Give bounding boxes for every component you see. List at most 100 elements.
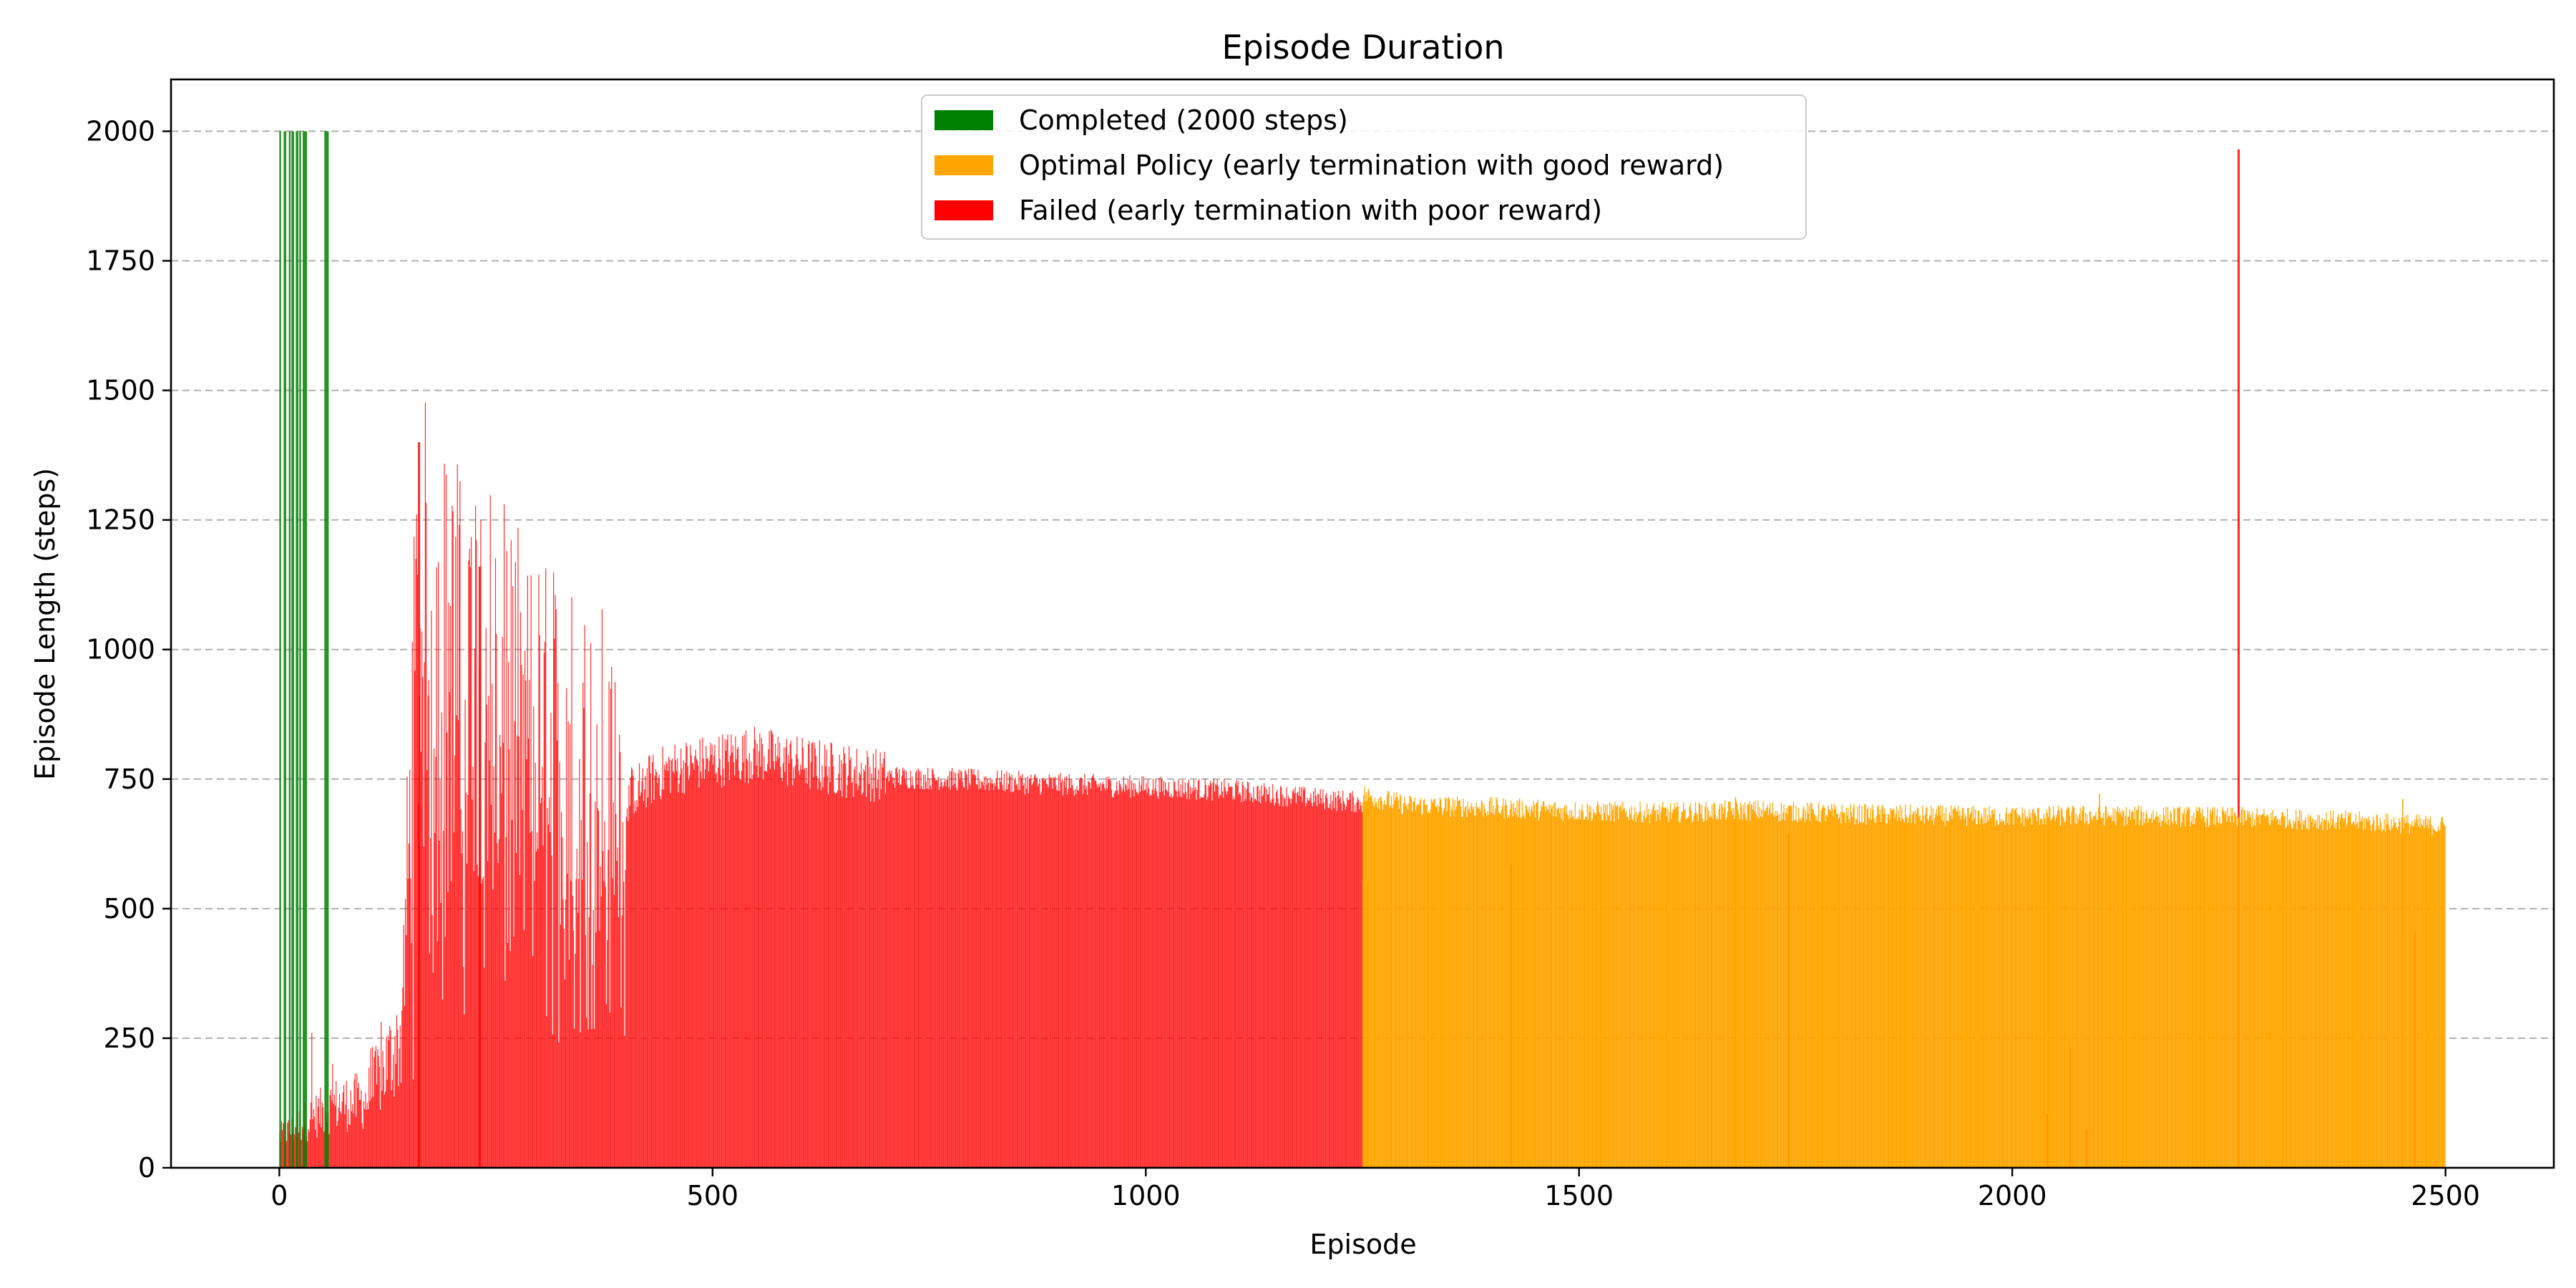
- failed-bar: [1279, 806, 1280, 1168]
- optimal-bar: [1572, 816, 1574, 1168]
- failed-bar: [482, 877, 484, 1168]
- failed-bar: [1088, 781, 1090, 1168]
- optimal-bar: [1476, 807, 1478, 1168]
- optimal-bar: [2128, 816, 2129, 1168]
- failed-bar: [378, 1055, 379, 1168]
- optimal-bar: [1909, 814, 1911, 1168]
- optimal-bar: [1490, 796, 1491, 1168]
- optimal-bar: [2363, 830, 2364, 1168]
- failed-bar: [346, 1080, 347, 1168]
- optimal-bar: [1890, 809, 1892, 1168]
- optimal-bar: [2016, 813, 2018, 1168]
- failed-bar: [346, 1131, 348, 1168]
- failed-bar: [298, 1132, 300, 1168]
- optimal-bar: [1717, 819, 1719, 1168]
- optimal-bar: [1599, 811, 1600, 1168]
- optimal-bar: [1479, 807, 1480, 1168]
- optimal-bar: [1536, 802, 1538, 1168]
- optimal-bar: [1967, 808, 1968, 1168]
- failed-bar: [1091, 777, 1093, 1168]
- optimal-bar: [2298, 809, 2301, 1168]
- optimal-bar: [1498, 812, 1500, 1168]
- optimal-bar: [2431, 835, 2433, 1168]
- optimal-bar: [2365, 828, 2366, 1168]
- optimal-bar: [1623, 809, 1624, 1168]
- failed-bar: [1134, 783, 1136, 1168]
- failed-bar: [1357, 799, 1360, 1168]
- optimal-bar: [2233, 822, 2235, 1168]
- optimal-bar: [1402, 813, 1403, 1168]
- optimal-bar: [2306, 828, 2307, 1168]
- optimal-bar: [1820, 810, 1822, 1168]
- failed-bar: [1105, 790, 1106, 1168]
- optimal-bar: [2114, 808, 2116, 1168]
- optimal-bar: [2045, 824, 2046, 1168]
- optimal-bar: [1644, 819, 1646, 1168]
- y-tick-label: 500: [103, 893, 155, 924]
- failed-bar: [560, 811, 562, 1168]
- optimal-bar: [1921, 820, 1923, 1168]
- failed-bar: [1041, 779, 1043, 1168]
- optimal-bar: [2057, 810, 2059, 1168]
- failed-bar: [1207, 796, 1209, 1168]
- failed-bar: [945, 786, 947, 1168]
- optimal-bar: [2376, 815, 2379, 1168]
- optimal-bar: [2008, 814, 2009, 1168]
- failed-bar: [1027, 776, 1028, 1168]
- failed-bar: [914, 789, 916, 1168]
- optimal-bar: [1621, 811, 1623, 1168]
- optimal-bar: [1732, 814, 1734, 1168]
- failed-bar: [1208, 785, 1209, 1168]
- optimal-bar: [2009, 811, 2011, 1168]
- optimal-bar: [1382, 810, 1384, 1168]
- failed-bar: [685, 762, 686, 1168]
- failed-bar: [398, 1085, 399, 1168]
- optimal-bar: [2004, 824, 2006, 1168]
- optimal-bar: [1506, 805, 1508, 1168]
- failed-bar: [1104, 787, 1106, 1168]
- failed-bar: [307, 1141, 308, 1168]
- failed-bar: [579, 758, 580, 1168]
- optimal-bar: [1865, 824, 1867, 1168]
- failed-bar: [710, 743, 711, 1168]
- failed-bar: [404, 899, 406, 1168]
- optimal-bar: [1689, 803, 1691, 1168]
- y-tick-label: 1500: [86, 375, 155, 406]
- failed-bar: [1265, 801, 1267, 1168]
- failed-bar: [927, 768, 929, 1168]
- failed-bar: [1254, 799, 1257, 1168]
- failed-bar: [1085, 789, 1086, 1168]
- optimal-bar: [1543, 801, 1545, 1168]
- optimal-bar: [2065, 821, 2067, 1168]
- failed-bar: [377, 1049, 379, 1168]
- failed-bar: [909, 788, 910, 1168]
- optimal-bar: [2421, 826, 2424, 1168]
- plot-frame: [170, 78, 2555, 1169]
- optimal-bar: [1790, 806, 1792, 1168]
- optimal-bar: [1956, 811, 1958, 1168]
- failed-bar: [977, 770, 979, 1168]
- optimal-bar: [2161, 821, 2162, 1168]
- failed-bar: [1284, 799, 1286, 1168]
- failed-bar: [489, 495, 491, 1168]
- optimal-bar: [2175, 821, 2177, 1168]
- failed-series: [279, 149, 2416, 1168]
- optimal-bar: [2228, 815, 2230, 1168]
- failed-bar: [344, 1113, 346, 1168]
- failed-bar: [1138, 780, 1140, 1168]
- optimal-bar: [2099, 811, 2101, 1168]
- failed-bar: [743, 734, 745, 1168]
- optimal-bar: [1988, 820, 1989, 1168]
- optimal-bar: [1632, 821, 1634, 1168]
- optimal-bar: [2195, 818, 2196, 1168]
- optimal-bar: [2293, 820, 2294, 1168]
- optimal-bar: [1755, 814, 1757, 1168]
- optimal-bar: [2112, 807, 2114, 1168]
- optimal-bar: [1594, 812, 1596, 1168]
- optimal-bar: [1652, 806, 1654, 1168]
- optimal-bar: [2436, 831, 2438, 1168]
- failed-bar: [508, 662, 509, 1168]
- optimal-bar: [1541, 807, 1543, 1168]
- optimal-bar: [1568, 819, 1570, 1168]
- optimal-bar: [1999, 813, 2001, 1168]
